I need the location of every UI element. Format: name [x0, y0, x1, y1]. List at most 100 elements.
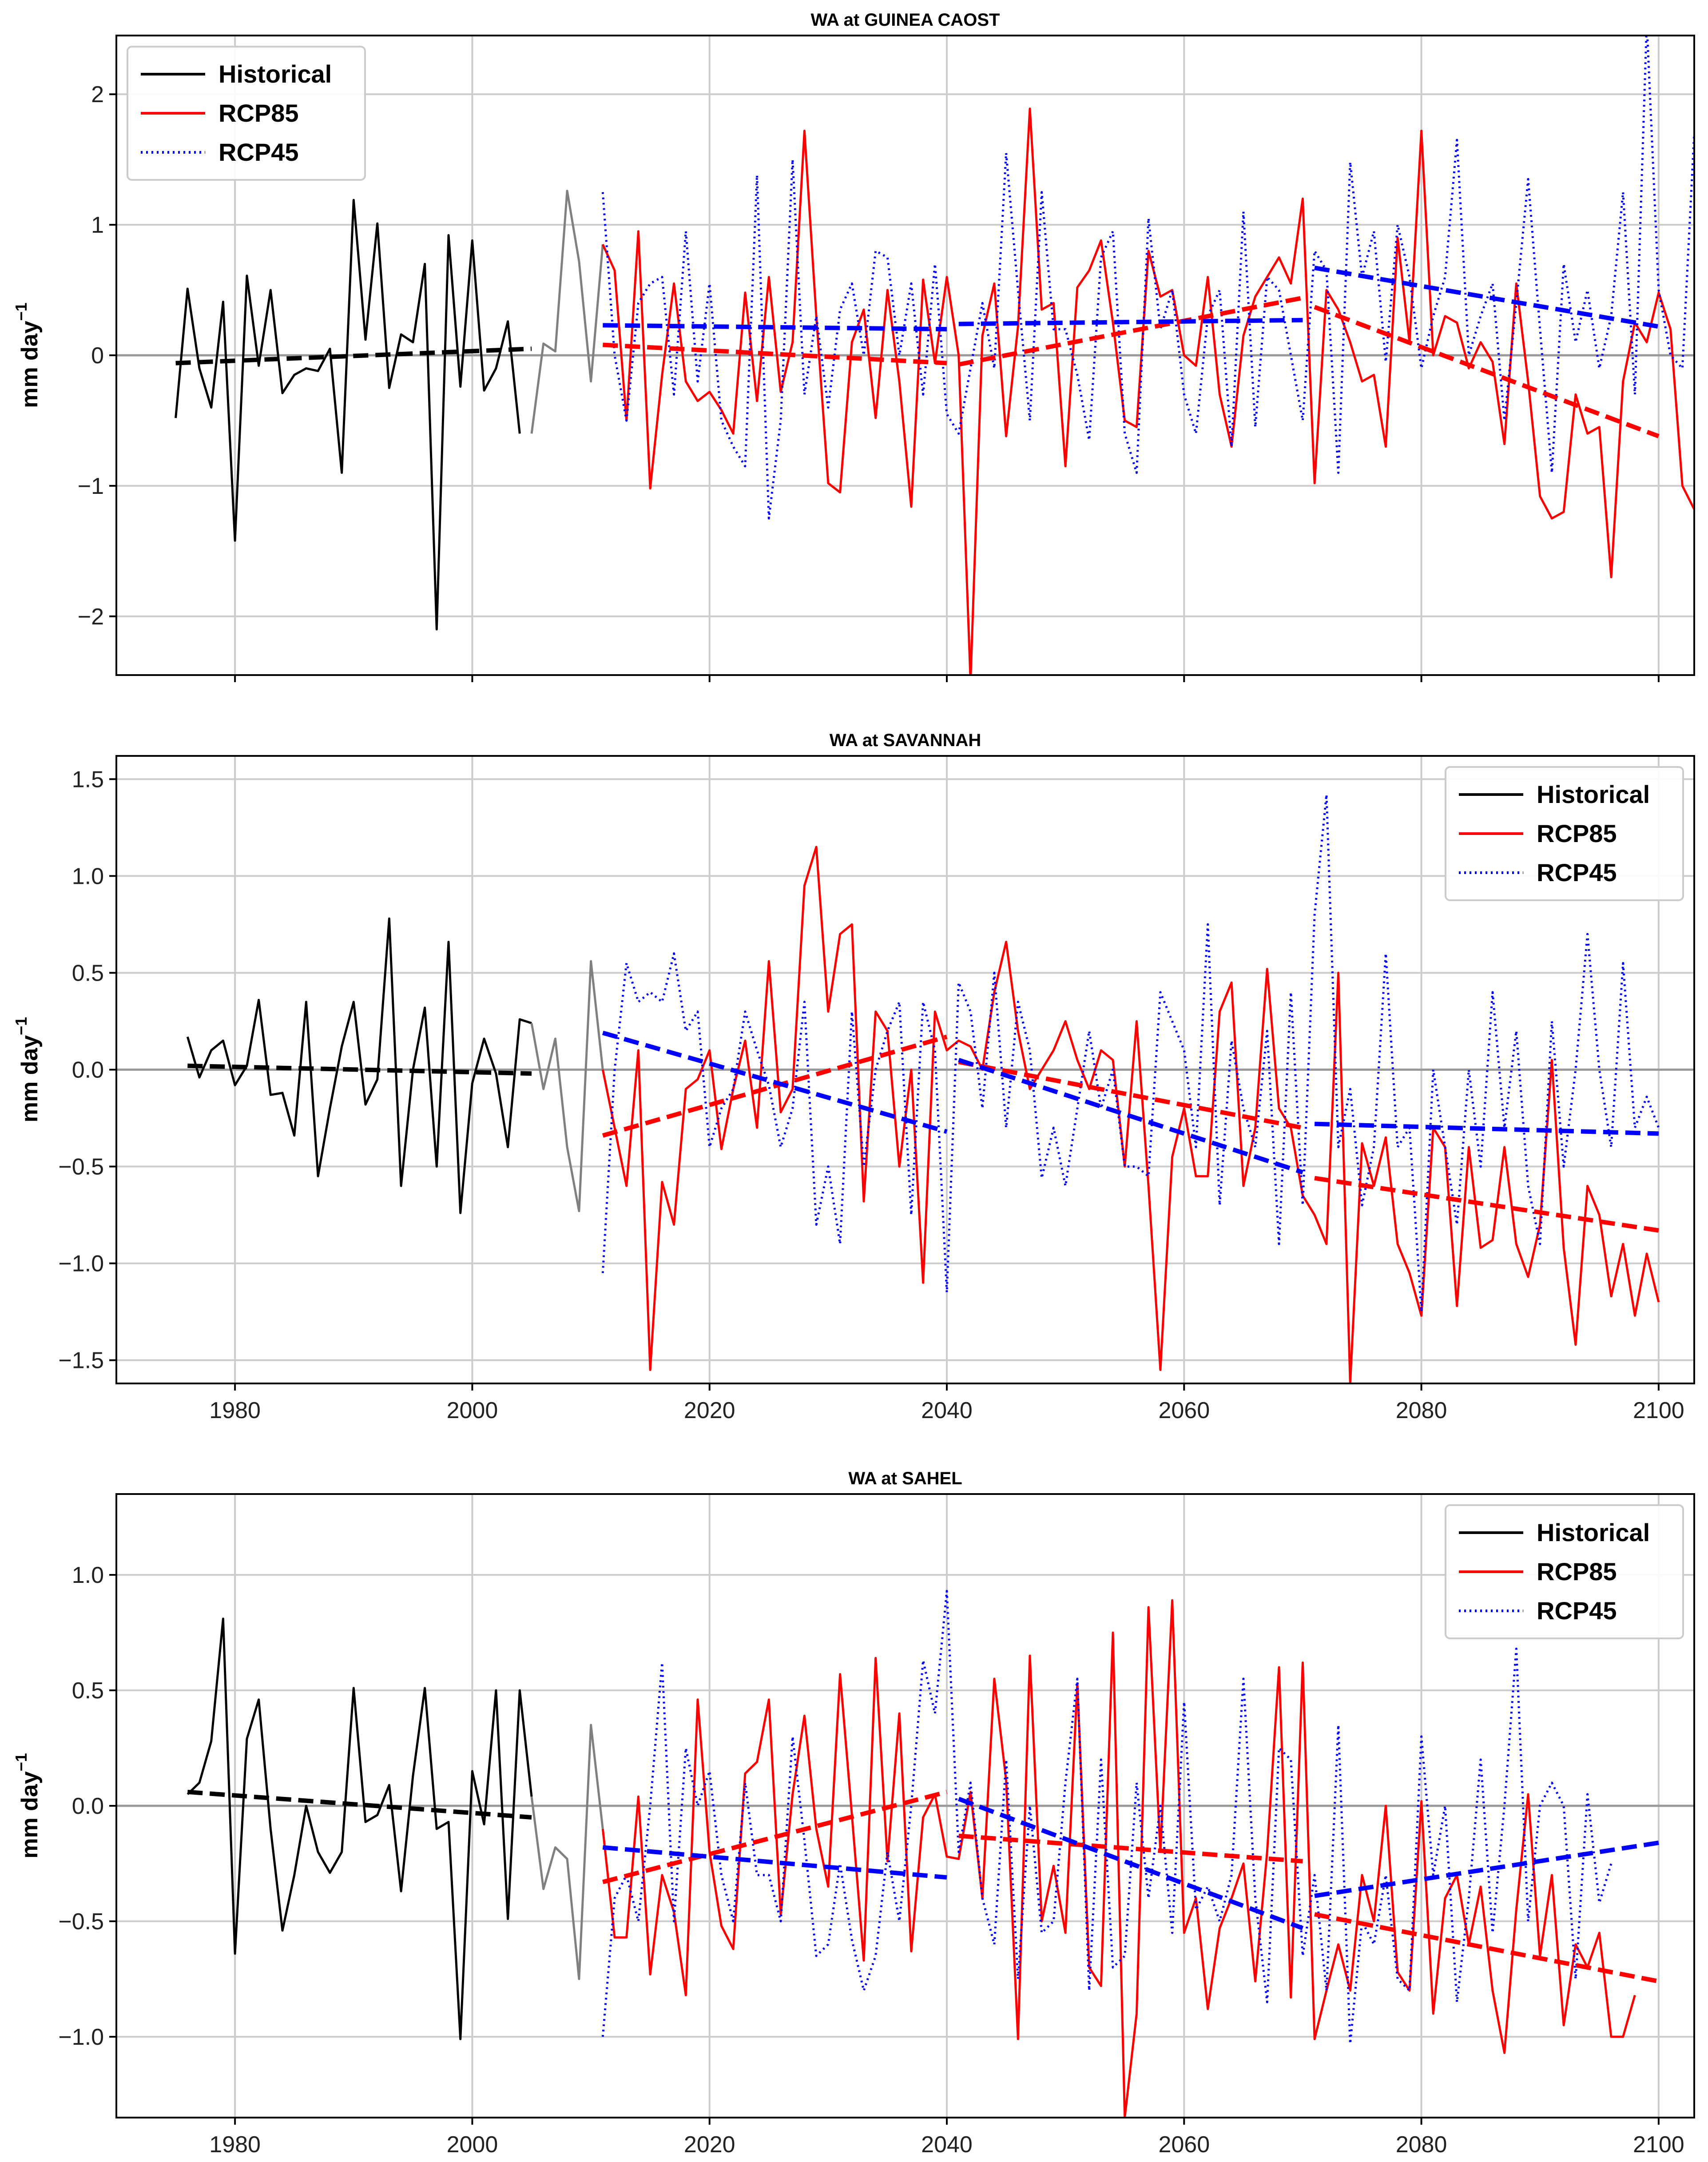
x-tick-label: 1980 — [209, 2132, 261, 2158]
rcp45-trend-2011-2040-line — [603, 323, 947, 332]
y-axis-label-superscript: −1 — [12, 1753, 30, 1771]
x-tick-label: 2100 — [1633, 1398, 1684, 1423]
x-tick-label: 2100 — [1633, 2132, 1684, 2158]
transition-series — [530, 1724, 604, 1980]
legend: Historical RCP85 RCP45 — [1445, 1504, 1684, 1639]
y-tick-label: −1 — [78, 473, 104, 499]
y-tick-label: −1.0 — [58, 2024, 104, 2050]
y-axis-label-text: mm day — [17, 321, 43, 408]
y-tick-label: −2 — [78, 604, 104, 630]
y-axis-label-text: mm day — [17, 1035, 43, 1123]
y-tick-label: 1.0 — [72, 1562, 104, 1588]
y-axis-label-text: mm day — [17, 1771, 43, 1859]
legend-box — [1445, 1504, 1684, 1639]
x-tick-label: 2060 — [1158, 2132, 1210, 2158]
rcp45-series — [601, 36, 1694, 520]
x-tick-label: 2080 — [1396, 2132, 1447, 2158]
rcp45-trend-2071-2100-line — [1314, 1840, 1659, 1898]
plot-area — [186, 793, 1660, 1383]
y-tick-label: 1.5 — [72, 767, 104, 792]
rcp85-trend-2011-2040-line — [602, 1034, 948, 1138]
y-tick-label: 1 — [91, 212, 104, 238]
transition-series — [530, 190, 604, 434]
axes: −2 −1 0 1 2 — [78, 82, 1660, 682]
rcp85-trend-2041-2070-line — [958, 1833, 1303, 1864]
chart-panel-2: WA at SAVANNAH 1980 2000 2020 2040 2060 2080 21… — [12, 731, 1695, 1423]
x-tick-label: 2020 — [684, 1398, 735, 1423]
rcp85-trend-2071-2100-line — [1314, 305, 1660, 438]
x-tick-label: 1980 — [209, 1398, 261, 1423]
y-axis-label-superscript: −1 — [12, 302, 30, 321]
y-tick-label: 0.0 — [72, 1057, 104, 1083]
y-tick-label: 0.5 — [72, 1678, 104, 1704]
legend-label: RCP45 — [1537, 858, 1617, 886]
chart-title: WA at GUINEA CAOST — [811, 10, 1000, 30]
y-axis-label-superscript: −1 — [12, 1017, 30, 1035]
y-tick-label: −1.0 — [58, 1251, 104, 1277]
x-tick-label: 2040 — [921, 1398, 973, 1423]
legend-label: RCP45 — [1537, 1597, 1617, 1625]
grid — [116, 1494, 1694, 2118]
legend-label: RCP45 — [218, 138, 299, 166]
rcp45-trend-2041-2070-line — [957, 1796, 1304, 1931]
x-tick-label: 2060 — [1158, 1398, 1210, 1423]
rcp45-trend-2041-2070-line — [958, 1057, 1303, 1175]
axes-frame — [115, 1493, 1695, 2118]
rcp45-trend-2011-2040-line — [602, 1845, 947, 1880]
y-tick-label: −0.5 — [58, 1154, 104, 1180]
rcp85-series — [601, 1599, 1636, 2118]
rcp45-series — [601, 1590, 1613, 2045]
rcp85-trend-2071-2100-line — [1314, 1912, 1659, 1984]
transition-series — [530, 960, 604, 1212]
y-tick-label: 0.5 — [72, 960, 104, 986]
historical-series — [187, 1618, 533, 2040]
legend-label: RCP85 — [218, 99, 299, 127]
x-tick-label: 2040 — [921, 2132, 973, 2158]
chart-panel-3: WA at SAHEL 1980 2000 2020 2040 2060 2080 2100 −… — [12, 1469, 1695, 2158]
rcp85-trend-2011-2040-line — [603, 342, 947, 366]
y-axis-label: mm day−1 — [12, 302, 43, 408]
y-tick-label: 0.0 — [72, 1793, 104, 1819]
legend: Historical RCP85 RCP45 — [127, 46, 366, 181]
rcp45-trend-2071-2100-line — [1314, 266, 1659, 329]
legend-box — [1445, 766, 1684, 901]
historical-trend-line — [187, 1063, 532, 1076]
axes-frame — [115, 35, 1695, 676]
chart-title: WA at SAVANNAH — [830, 731, 981, 750]
y-axis-label: mm day−1 — [12, 1017, 43, 1123]
y-tick-label: 2 — [91, 82, 104, 107]
y-tick-label: 1.0 — [72, 863, 104, 889]
rcp85-trend-2041-2070-line — [958, 295, 1303, 367]
y-tick-label: 0 — [91, 343, 104, 369]
x-tick-label: 2080 — [1396, 1398, 1447, 1423]
axes: 1980 2000 2020 2040 2060 2080 2100 −1.5 −1.0 −0.5… — [58, 767, 1684, 1423]
rcp85-trend-2041-2070-line — [958, 1060, 1303, 1130]
legend-label: Historical — [218, 60, 332, 88]
y-tick-label: −0.5 — [58, 1909, 104, 1935]
historical-trend-line — [175, 346, 532, 366]
x-tick-label: 2020 — [684, 2132, 735, 2158]
legend-box — [127, 46, 366, 181]
rcp45-trend-2041-2070-line — [958, 318, 1303, 326]
axes: 1980 2000 2020 2040 2060 2080 2100 −1.0 −0.5 0.0 0… — [58, 1562, 1684, 2158]
x-tick-label: 2000 — [447, 1398, 498, 1423]
rcp45-trend-2011-2040-line — [602, 1030, 948, 1134]
rcp85-series — [602, 107, 1694, 675]
legend: Historical RCP85 RCP45 — [1445, 766, 1684, 901]
plot-area — [187, 1590, 1659, 2118]
legend-label: Historical — [1537, 780, 1650, 808]
y-tick-label: −1.5 — [58, 1348, 104, 1374]
legend-label: Historical — [1537, 1518, 1650, 1546]
legend-label: RCP85 — [1537, 819, 1617, 847]
rcp85-trend-2011-2040-line — [602, 1789, 948, 1884]
y-axis-label: mm day−1 — [12, 1753, 43, 1859]
historical-trend-line — [187, 1789, 532, 1820]
rcp45-trend-2071-2100-line — [1314, 1121, 1659, 1136]
axes-frame — [115, 755, 1695, 1384]
plot-area — [175, 36, 1694, 675]
x-tick-label: 2000 — [447, 2132, 498, 2158]
historical-series — [175, 199, 521, 631]
rcp85-trend-2071-2100-line — [1314, 1176, 1659, 1233]
